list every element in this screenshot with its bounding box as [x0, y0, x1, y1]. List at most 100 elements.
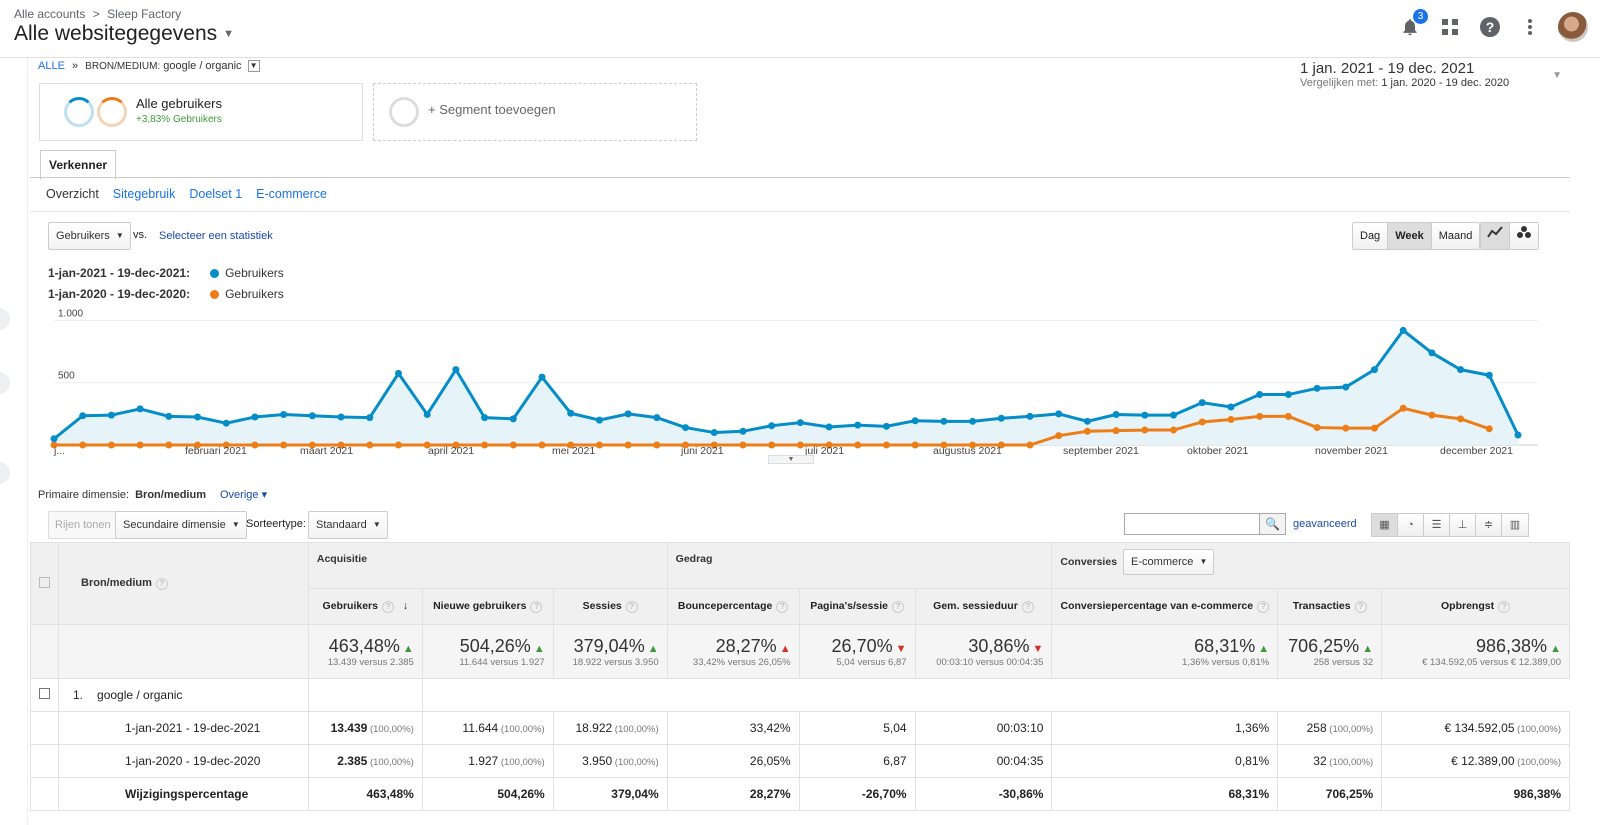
- page-title: Alle websitegegevens: [14, 22, 218, 45]
- help-icon[interactable]: ?: [530, 601, 543, 613]
- help-icon[interactable]: ?: [1354, 601, 1367, 613]
- advanced-filter-link[interactable]: geavanceerd: [1293, 518, 1357, 530]
- breadcrumb-property[interactable]: Sleep Factory: [107, 7, 182, 21]
- column-header[interactable]: Bouncepercentage?: [666, 588, 800, 625]
- help-icon[interactable]: ?: [381, 601, 394, 613]
- performance-view-icon[interactable]: ☰: [1424, 514, 1450, 536]
- date-range-picker[interactable]: 1 jan. 2021 - 19 dec. 2021 Vergelijken m…: [1300, 60, 1562, 89]
- show-rows-button[interactable]: Rijen tonen: [48, 511, 118, 539]
- help-icon[interactable]: ?: [625, 601, 638, 613]
- dimension-dropdown[interactable]: ▼: [247, 60, 260, 73]
- data-point: [911, 441, 919, 449]
- row-checkbox[interactable]: [39, 688, 50, 699]
- help-icon[interactable]: ?: [1021, 601, 1034, 613]
- dimension-value: google / organic: [163, 60, 242, 72]
- table-row: Wijzigingspercentage 463,48% 504,26% 379,04…: [30, 777, 1570, 811]
- total-cell: 379,04% ▲ 18.922 versus 3.950: [552, 624, 668, 679]
- row-checkbox-cell: [30, 678, 59, 712]
- column-header[interactable]: Transacties?: [1277, 588, 1383, 625]
- total-change: 504,26% ▲: [431, 636, 545, 657]
- sort-arrow-icon[interactable]: ↓: [399, 600, 409, 612]
- apps-button[interactable]: [1438, 15, 1462, 39]
- legend-series-name: Gebruikers: [225, 266, 284, 280]
- data-point: [1370, 424, 1378, 432]
- table-cell: 00:03:10: [914, 711, 1053, 745]
- subtab-overview[interactable]: Overzicht: [46, 187, 99, 201]
- table-cell: 3.950 (100,00%): [552, 744, 668, 778]
- pie-view-icon[interactable]: ◔: [1398, 514, 1424, 536]
- rail-icon[interactable]: [0, 372, 10, 394]
- sort-type-select[interactable]: Standaard ▼: [308, 511, 388, 539]
- avatar[interactable]: [1558, 12, 1588, 42]
- data-point: [222, 419, 230, 427]
- select-metric-link[interactable]: Selecteer een statistiek: [159, 230, 273, 242]
- pivot-view-icon[interactable]: ▥: [1502, 514, 1528, 536]
- tab-explorer[interactable]: Verkenner: [40, 150, 117, 181]
- data-point: [308, 412, 316, 420]
- table-cell: 26,05%: [666, 744, 800, 778]
- select-all-checkbox[interactable]: [39, 576, 50, 588]
- metric-select[interactable]: Gebruikers ▼: [48, 222, 131, 250]
- table-view-icon[interactable]: ▦: [1372, 514, 1398, 536]
- column-header[interactable]: Pagina's/sessie?: [798, 588, 916, 625]
- data-point: [79, 441, 87, 449]
- data-point: [423, 410, 431, 418]
- data-point: [882, 422, 890, 430]
- secondary-dimension-select[interactable]: Secundaire dimensie ▼: [115, 511, 247, 539]
- motion-chart-button[interactable]: [1510, 223, 1538, 249]
- search-icon[interactable]: 🔍: [1259, 514, 1285, 534]
- data-point: [1428, 411, 1436, 419]
- notifications-button[interactable]: 3: [1398, 9, 1428, 39]
- subtab-ecommerce[interactable]: E-commerce: [256, 187, 327, 201]
- data-point: [136, 405, 144, 413]
- help-icon[interactable]: ?: [155, 578, 168, 590]
- subtab-site-usage[interactable]: Sitegebruik: [112, 187, 176, 201]
- total-cell: 28,27% ▲ 33,42% versus 26,05%: [666, 624, 800, 679]
- other-dimension-link[interactable]: Overige ▾: [220, 489, 268, 501]
- segment-all-users[interactable]: Alle gebruikers +3,83% Gebruikers: [39, 83, 363, 141]
- chart-resize-handle[interactable]: ▼: [768, 455, 814, 464]
- column-header[interactable]: Sessies?: [552, 588, 668, 625]
- column-header[interactable]: Gebruikers? ↓: [307, 588, 423, 625]
- row-label[interactable]: google / organic: [97, 688, 183, 702]
- table-cell: 33,42%: [666, 711, 800, 745]
- line-chart-button[interactable]: [1481, 223, 1510, 249]
- rail-icon[interactable]: [0, 308, 10, 330]
- subtab-goalset[interactable]: Doelset 1: [189, 187, 243, 201]
- data-point: [739, 427, 747, 435]
- help-icon[interactable]: ?: [891, 601, 904, 613]
- view-selector[interactable]: Alle websitegegevens ▼: [14, 22, 234, 46]
- comparison-view-icon[interactable]: ⊥: [1450, 514, 1476, 536]
- line-chart[interactable]: 1.000 500 j... februari 2021 maart 2021 april…: [30, 308, 1570, 468]
- arrow-up-icon: ▲: [1359, 642, 1374, 655]
- column-header[interactable]: Opbrengst?: [1381, 588, 1570, 625]
- column-header[interactable]: Nieuwe gebruikers?: [421, 588, 554, 625]
- column-header[interactable]: Gem. sessieduur?: [914, 588, 1053, 625]
- column-header[interactable]: Conversiepercentage van e-commerce?: [1051, 588, 1279, 625]
- row-label: 1-jan-2021 - 19-dec-2021: [58, 711, 309, 745]
- primary-dimension-value[interactable]: Bron/medium: [135, 489, 206, 501]
- table-cell: 00:04:35: [914, 744, 1053, 778]
- conversions-select[interactable]: E-commerce ▼: [1123, 549, 1215, 575]
- data-point: [796, 441, 804, 449]
- help-icon[interactable]: ?: [1498, 601, 1511, 613]
- all-link[interactable]: ALLE: [38, 60, 65, 72]
- term-cloud-view-icon[interactable]: ≑: [1476, 514, 1502, 536]
- add-segment-button[interactable]: + Segment toevoegen: [373, 83, 697, 141]
- more-button[interactable]: [1518, 15, 1542, 39]
- table-search-input[interactable]: 🔍: [1124, 513, 1286, 535]
- vs-label: vs.: [133, 229, 148, 241]
- data-point: [423, 441, 431, 449]
- rail-icon[interactable]: [0, 462, 10, 484]
- period-week-button[interactable]: Week: [1388, 223, 1432, 249]
- help-icon[interactable]: ?: [1257, 601, 1270, 613]
- help-button[interactable]: ?: [1478, 15, 1502, 39]
- total-change-value: 986,38%: [1475, 635, 1548, 656]
- breadcrumb-accounts[interactable]: Alle accounts: [14, 7, 86, 21]
- dimension-header[interactable]: Bron/medium?: [58, 542, 309, 625]
- period-day-button[interactable]: Dag: [1353, 223, 1389, 249]
- secondary-dimension-label: Secundaire dimensie: [123, 519, 226, 531]
- help-icon[interactable]: ?: [776, 601, 789, 613]
- cell-value: 11.644: [462, 721, 499, 735]
- period-month-button[interactable]: Maand: [1431, 223, 1480, 249]
